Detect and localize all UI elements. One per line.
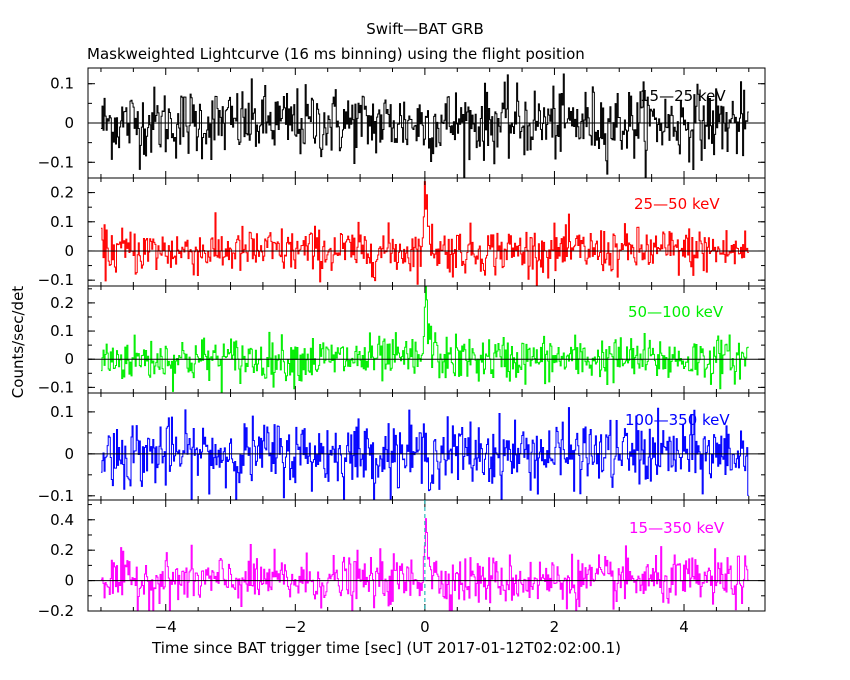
y-tick-label: 0.2 (50, 184, 74, 202)
lightcurve-series-4 (100, 518, 749, 611)
band-label-3: 100—350 keV (625, 411, 730, 429)
y-tick-label: 0 (64, 572, 74, 590)
band-label-0: 15—25 keV (640, 87, 726, 105)
y-tick-label: −0.2 (38, 602, 74, 620)
lightcurve-series-2 (100, 286, 749, 393)
x-tick-label: 2 (550, 618, 560, 636)
y-tick-label: 0 (64, 445, 74, 463)
y-tick-label: 0.1 (50, 75, 74, 93)
y-tick-label: −0.1 (38, 487, 74, 505)
x-tick-label: 4 (679, 618, 689, 636)
y-tick-label: 0.1 (50, 213, 74, 231)
chart-subtitle: Maskweighted Lightcurve (16 ms binning) … (87, 45, 585, 63)
y-tick-label: 0.1 (50, 403, 74, 421)
lightcurve-series-3 (100, 407, 749, 500)
y-tick-label: 0 (64, 114, 74, 132)
lightcurve-series-0 (100, 73, 749, 178)
y-tick-label: 0.1 (50, 322, 74, 340)
y-tick-label: 0 (64, 242, 74, 260)
y-tick-label: 0.2 (50, 541, 74, 559)
band-label-4: 15—350 keV (629, 519, 725, 537)
y-tick-label: 0 (64, 350, 74, 368)
x-tick-label: −2 (284, 618, 306, 636)
y-tick-label: 0.2 (50, 294, 74, 312)
x-tick-label: −4 (155, 618, 177, 636)
chart-title: Swift—BAT GRB (366, 20, 484, 38)
x-axis-label: Time since BAT trigger time [sec] (UT 20… (152, 639, 621, 657)
y-tick-label: −0.1 (38, 271, 74, 289)
panel-frame-4 (87, 499, 766, 612)
y-tick-label: −0.1 (38, 378, 74, 396)
y-tick-label: 0.4 (50, 511, 74, 529)
y-tick-label: −0.1 (38, 153, 74, 171)
x-tick-label: 0 (420, 618, 430, 636)
band-label-1: 25—50 keV (634, 195, 720, 213)
band-label-2: 50—100 keV (628, 303, 724, 321)
